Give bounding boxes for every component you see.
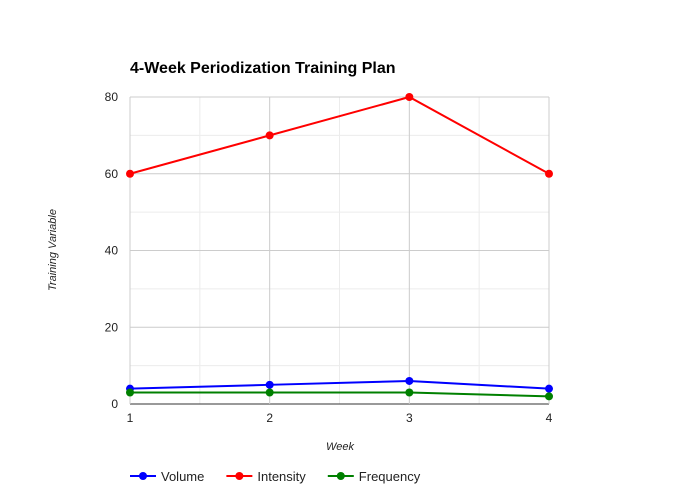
y-tick-label: 60 bbox=[105, 167, 119, 181]
y-tick-label: 20 bbox=[105, 320, 119, 334]
x-axis-title: Week bbox=[326, 441, 354, 453]
legend-item-frequency[interactable]: Frequency bbox=[327, 469, 421, 484]
series-frequency bbox=[126, 388, 553, 401]
series-line bbox=[130, 391, 550, 398]
series-line bbox=[129, 95, 550, 175]
legend-swatch-dot bbox=[139, 472, 147, 480]
y-axis-ticks: 0 20 40 60 80 bbox=[105, 90, 119, 411]
data-point[interactable] bbox=[265, 388, 274, 397]
y-tick-label: 0 bbox=[111, 397, 118, 411]
series-line bbox=[129, 379, 550, 390]
data-point[interactable] bbox=[405, 93, 414, 101]
series-intensity bbox=[126, 93, 553, 178]
data-point[interactable] bbox=[405, 376, 414, 385]
y-tick-label: 40 bbox=[105, 244, 119, 258]
chart-title: 4-Week Periodization Training Plan bbox=[130, 60, 396, 77]
data-point[interactable] bbox=[265, 380, 274, 389]
data-point[interactable] bbox=[405, 388, 414, 397]
y-axis-title: Training Variable bbox=[47, 209, 59, 291]
legend-label: Volume bbox=[161, 469, 204, 484]
legend-item-volume[interactable]: Volume bbox=[130, 469, 204, 484]
legend-label: Frequency bbox=[359, 469, 421, 484]
data-point[interactable] bbox=[545, 384, 553, 393]
data-point[interactable] bbox=[126, 169, 134, 178]
x-tick-label: 3 bbox=[406, 411, 413, 425]
chart-series bbox=[126, 93, 553, 401]
legend-swatch-dot bbox=[235, 472, 244, 480]
x-tick-label: 1 bbox=[127, 411, 134, 425]
x-axis-ticks: 1 2 3 4 bbox=[127, 411, 553, 425]
y-tick-label: 80 bbox=[105, 90, 119, 104]
data-point[interactable] bbox=[265, 131, 274, 140]
data-point[interactable] bbox=[545, 392, 553, 401]
data-point[interactable] bbox=[126, 388, 134, 397]
legend-label: Intensity bbox=[257, 469, 306, 484]
data-point[interactable] bbox=[545, 169, 553, 178]
chart-legend[interactable]: Volume Intensity Frequency bbox=[130, 469, 421, 484]
chart-grid bbox=[129, 96, 550, 405]
x-tick-label: 2 bbox=[266, 411, 273, 425]
x-tick-label: 4 bbox=[546, 411, 553, 425]
legend-swatch-dot bbox=[336, 472, 345, 480]
legend-item-intensity[interactable]: Intensity bbox=[226, 469, 306, 484]
